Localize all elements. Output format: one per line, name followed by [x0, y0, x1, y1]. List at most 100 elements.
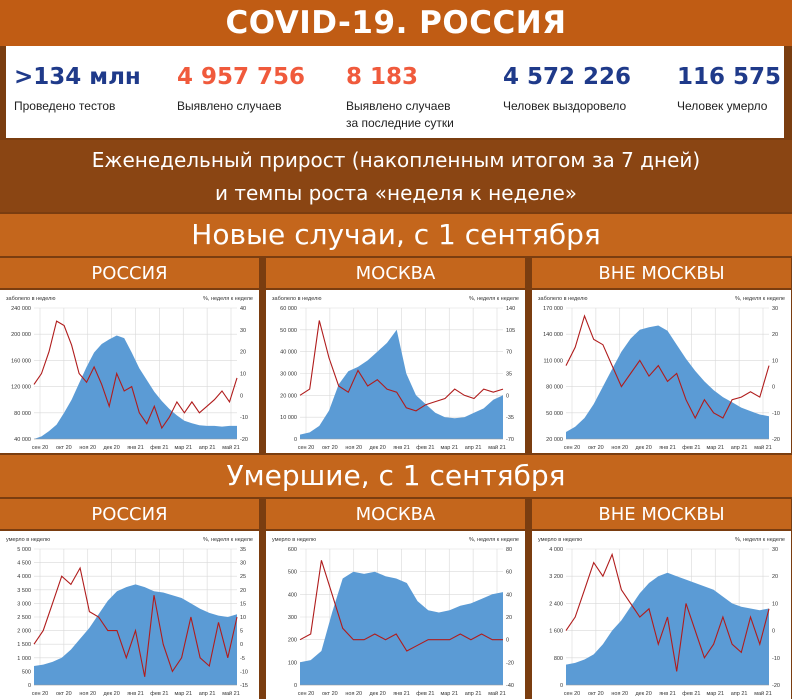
left-tick-label: 240 000: [11, 306, 31, 312]
right-tick-label: -10: [772, 656, 780, 662]
x-tick-label: фев 21: [150, 691, 168, 697]
left-tick-label: 0: [294, 437, 297, 443]
left-tick-label: 800: [554, 656, 563, 662]
left-axis-title: умерло в неделю: [538, 537, 582, 543]
chart: заболело в неделю %, неделя к неделе 60 00…: [266, 290, 525, 453]
stat-label: Человек умерло: [677, 99, 768, 113]
chart: заболело в неделю %, неделя к неделе 170 0…: [532, 290, 791, 453]
line-series-growth-rate: [565, 552, 770, 672]
stat-value: 4 572 226: [503, 64, 632, 90]
area-series-заболело-в-неделю: [566, 325, 769, 439]
left-tick-label: 20 000: [546, 437, 563, 443]
left-axis-title: заболело в неделю: [272, 296, 321, 302]
x-tick-label: фев 21: [682, 691, 700, 697]
x-tick-label: окт 20: [322, 445, 338, 451]
right-axis-title: %, неделя к неделе: [203, 537, 253, 543]
x-tick-label: сен 20: [564, 445, 581, 451]
chart-svg: умерло в неделю %, неделя к неделе 4 000 3 …: [538, 537, 785, 697]
area-series-умерло-в-неделю: [566, 572, 769, 685]
chart-svg: заболело в неделю %, неделя к неделе 240 0…: [6, 296, 253, 451]
x-tick-label: мар 21: [440, 691, 458, 697]
x-tick-label: мар 21: [174, 445, 192, 451]
left-tick-label: 40 000: [280, 350, 297, 356]
x-tick-label: янв 21: [659, 445, 676, 451]
x-tick-label: окт 20: [56, 445, 72, 451]
right-tick-label: -5: [240, 656, 245, 662]
chart-panel-cases-moscow: МОСКВА заболело в неделю %, неделя к неде…: [266, 258, 525, 453]
chart-svg: заболело в неделю %, неделя к неделе 60 00…: [272, 296, 519, 451]
chart-svg: заболело в неделю %, неделя к неделе 170 0…: [538, 296, 785, 451]
x-tick-label: май 21: [488, 444, 506, 451]
stat-value: 8 183: [346, 64, 419, 90]
left-tick-label: 3 000: [17, 601, 31, 607]
left-tick-label: 4 000: [17, 574, 31, 580]
x-tick-label: май 21: [754, 690, 772, 697]
x-tick-label: фев 21: [416, 445, 434, 451]
right-tick-label: 30: [240, 328, 246, 334]
panel-title: ВНЕ МОСКВЫ: [532, 499, 791, 529]
x-tick-label: мар 21: [440, 445, 458, 451]
right-axis-title: %, неделя к неделе: [735, 296, 785, 302]
section-cases-title: Новые случаи, с 1 сентября: [0, 214, 792, 256]
stat-label-line1: Выявлено случаев: [346, 99, 451, 113]
right-tick-label: 0: [240, 642, 243, 648]
x-tick-label: ноя 20: [345, 445, 362, 451]
right-tick-label: 80: [506, 547, 512, 553]
left-tick-label: 4 500: [17, 561, 31, 567]
left-tick-label: 2 400: [549, 601, 563, 607]
left-tick-label: 300: [288, 615, 297, 621]
x-tick-label: дек 20: [103, 691, 119, 697]
panel-title: РОССИЯ: [0, 499, 259, 529]
left-tick-label: 0: [560, 683, 563, 689]
x-tick-label: ноя 20: [79, 691, 96, 697]
left-tick-label: 0: [28, 683, 31, 689]
x-tick-label: окт 20: [56, 691, 72, 697]
x-tick-label: дек 20: [103, 445, 119, 451]
left-tick-label: 3 500: [17, 588, 31, 594]
stat-value: 116 575: [677, 64, 782, 90]
right-tick-label: 20: [240, 350, 246, 356]
right-tick-label: 10: [240, 372, 246, 378]
left-tick-label: 3 200: [549, 574, 563, 580]
chart-panel-cases-russia: РОССИЯ заболело в неделю %, неделя к неде…: [0, 258, 259, 453]
chart-panel-cases-regions: ВНЕ МОСКВЫ заболело в неделю %, неделя к …: [532, 258, 791, 453]
left-tick-label: 200: [288, 638, 297, 644]
x-tick-label: ноя 20: [611, 691, 628, 697]
stats-panel: >134 млн Проведено тестов 4 957 756 Выяв…: [6, 46, 784, 138]
x-tick-label: май 21: [222, 444, 240, 451]
x-tick-label: мар 21: [706, 445, 724, 451]
left-tick-label: 0: [294, 683, 297, 689]
right-tick-label: 20: [240, 588, 246, 594]
stat-label: Человек выздоровело: [503, 99, 627, 113]
left-tick-label: 2 500: [17, 615, 31, 621]
x-tick-label: дек 20: [369, 691, 385, 697]
right-tick-label: 20: [772, 574, 778, 580]
left-tick-label: 500: [288, 570, 297, 576]
right-tick-label: 0: [772, 629, 775, 635]
x-tick-label: дек 20: [369, 445, 385, 451]
chart-svg: умерло в неделю %, неделя к неделе 5 000 4 …: [6, 537, 253, 697]
left-tick-label: 80 000: [546, 385, 563, 391]
right-axis-title: %, неделя к неделе: [469, 296, 519, 302]
x-tick-label: янв 21: [393, 691, 410, 697]
left-tick-label: 80 000: [14, 411, 31, 417]
right-tick-label: 25: [240, 574, 246, 580]
line-series-growth-rate: [33, 566, 238, 677]
left-tick-label: 160 000: [11, 358, 31, 364]
stat-tests: >134 млн Проведено тестов: [14, 64, 141, 115]
left-tick-label: 2 000: [17, 629, 31, 635]
right-tick-label: 35: [240, 547, 246, 553]
panel-title: МОСКВА: [266, 499, 525, 529]
left-tick-label: 40 000: [14, 437, 31, 443]
x-tick-label: фев 21: [416, 691, 434, 697]
x-tick-label: апр 21: [465, 691, 482, 697]
stat-cases-day: 8 183 Выявлено случаев за последние сутки: [346, 64, 454, 132]
right-tick-label: 105: [506, 328, 515, 334]
right-axis-title: %, неделя к неделе: [203, 296, 253, 302]
x-tick-label: апр 21: [199, 445, 216, 451]
right-tick-label: 10: [772, 358, 778, 364]
right-tick-label: 60: [506, 570, 512, 576]
right-axis-title: %, неделя к неделе: [735, 537, 785, 543]
panel-title: РОССИЯ: [0, 258, 259, 288]
right-tick-label: -10: [240, 669, 248, 675]
